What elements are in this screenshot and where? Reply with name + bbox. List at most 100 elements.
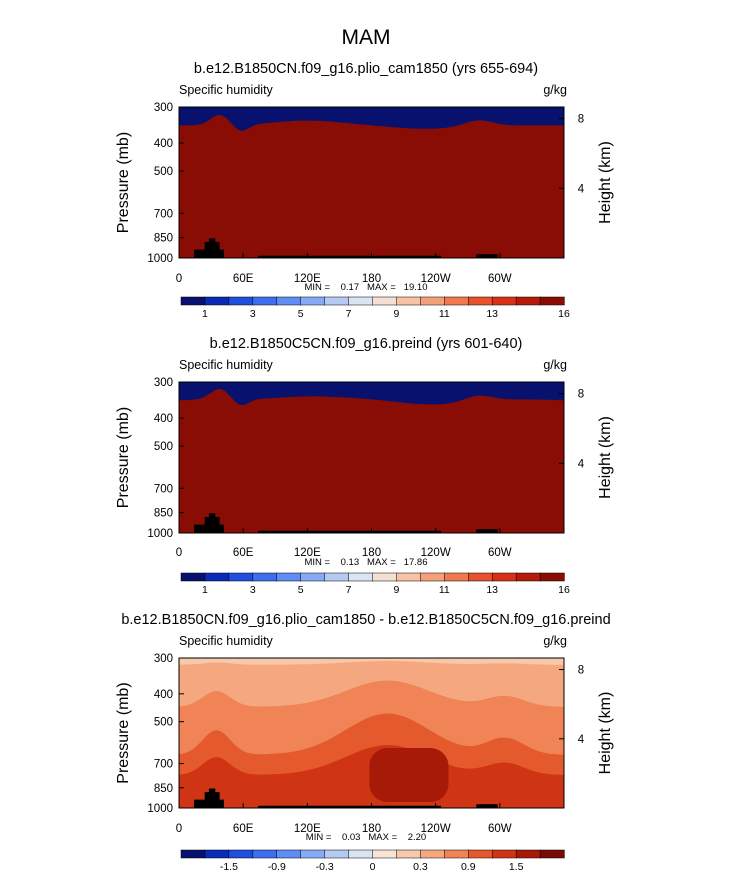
colorbar-label: 1	[202, 584, 208, 596]
colorbar-box	[348, 572, 374, 582]
colorbar-box	[444, 572, 469, 582]
x-tick-label: 60E	[233, 823, 254, 835]
x-tick-label: 120E	[294, 273, 321, 285]
y-tick-label: 1000	[147, 253, 173, 265]
colorbar-box	[491, 572, 517, 582]
colorbar-box	[324, 572, 350, 582]
colorbar-box	[444, 296, 469, 306]
colorbar-box	[300, 849, 326, 859]
colorbar-box	[372, 296, 398, 306]
colorbar-box	[300, 296, 326, 306]
topography-block	[208, 513, 216, 533]
colorbar-box	[539, 849, 565, 859]
colorbar-box	[252, 849, 278, 859]
colorbar-label: 3	[250, 308, 256, 320]
colorbar-box	[348, 296, 374, 306]
colorbar-label: 1.5	[509, 861, 524, 873]
contour-field	[179, 115, 564, 258]
y-tick-label: 500	[154, 441, 173, 453]
colorbar-label: 5	[298, 584, 304, 596]
chart-panel-1: b.e12.B1850CN.f09_g16.plio_cam1850 (yrs …	[115, 61, 614, 320]
y-tick-label: 700	[154, 208, 173, 220]
y-tick-label: 400	[154, 689, 173, 701]
chart-title: b.e12.B1850CN.f09_g16.plio_cam1850 (yrs …	[194, 61, 538, 77]
colorbar-box	[468, 296, 493, 306]
y-tick-label: 700	[154, 759, 173, 771]
x-tick-label: 0	[176, 547, 182, 559]
stats-label: MIN = 0.03 MAX = 2.20	[306, 832, 426, 843]
y2-tick-label: 4	[578, 458, 585, 470]
colorbar-label: 0.3	[413, 861, 428, 873]
colorbar-box	[396, 849, 422, 859]
colorbar-box	[180, 849, 206, 859]
panel-units-label: g/kg	[543, 634, 567, 648]
x-tick-label: 60E	[233, 547, 254, 559]
y-tick-label: 850	[154, 508, 173, 520]
x-tick-label: 0	[176, 823, 182, 835]
colorbar-box	[324, 849, 350, 859]
x-tick-label: 60W	[488, 823, 512, 835]
colorbar-box	[204, 849, 230, 859]
y2-tick-label: 4	[578, 183, 585, 195]
colorbar-label: 3	[250, 584, 256, 596]
colorbar-label: 7	[346, 308, 352, 320]
x-tick-label: 120W	[421, 823, 451, 835]
colorbar: 1 3 5 7 9 11 13 16	[180, 572, 570, 596]
y2-tick-label: 4	[578, 734, 585, 746]
colorbar-box	[420, 296, 445, 306]
chart-panel-2: b.e12.B1850C5CN.f09_g16.preind (yrs 601-…	[115, 336, 614, 596]
colorbar-box	[468, 849, 493, 859]
x-tick-label: 120W	[421, 273, 451, 285]
y-axis-label: Pressure (mb)	[115, 407, 132, 508]
x-tick-label: 120E	[294, 547, 321, 559]
colorbar-label: 0.9	[461, 861, 476, 873]
plot-area	[178, 381, 565, 534]
colorbar-box	[324, 296, 350, 306]
topography	[193, 238, 498, 258]
colorbar-box	[372, 849, 398, 859]
y2-axis-label: Height (km)	[597, 141, 614, 224]
y-tick-label: 500	[154, 717, 173, 729]
colorbar-label: -1.5	[220, 861, 238, 873]
colorbar-box	[372, 572, 398, 582]
chart-panel-3: b.e12.B1850CN.f09_g16.plio_cam1850 - b.e…	[115, 612, 614, 873]
panel-variable-label: Specific humidity	[179, 358, 274, 372]
colorbar-box	[468, 572, 493, 582]
y-tick-label: 300	[154, 102, 173, 114]
contour-band	[179, 389, 564, 533]
colorbar-box	[515, 296, 541, 306]
colorbar-box	[491, 849, 517, 859]
colorbar-box	[420, 572, 445, 582]
colorbar-box	[228, 296, 254, 306]
x-tick-label: 60W	[488, 273, 512, 285]
colorbar-label: 7	[346, 584, 352, 596]
colorbar-box	[276, 296, 302, 306]
page-title: MAM	[342, 26, 391, 49]
topography	[193, 788, 498, 808]
y-tick-label: 400	[154, 138, 173, 150]
colorbar-box	[228, 572, 254, 582]
colorbar-label: 9	[394, 308, 400, 320]
plot-area	[178, 657, 565, 809]
colorbar-box	[539, 572, 565, 582]
colorbar-box	[491, 296, 517, 306]
y-axis-label: Pressure (mb)	[115, 132, 132, 233]
x-tick-label: 120E	[294, 823, 321, 835]
contour-field	[179, 658, 564, 808]
colorbar-box	[252, 296, 278, 306]
colorbar-label: 1	[202, 308, 208, 320]
y-tick-label: 1000	[147, 528, 173, 540]
y-tick-label: 300	[154, 377, 173, 389]
colorbar-box	[204, 572, 230, 582]
panel-variable-label: Specific humidity	[179, 634, 274, 648]
colorbar-box	[276, 572, 302, 582]
colorbar-box	[396, 572, 422, 582]
topography-block	[476, 254, 498, 258]
colorbar-box	[348, 849, 374, 859]
topography-block	[208, 788, 216, 808]
colorbar-label: 16	[558, 584, 570, 596]
colorbar-label: 13	[486, 584, 498, 596]
y2-tick-label: 8	[578, 665, 584, 677]
y-tick-label: 1000	[147, 803, 173, 815]
